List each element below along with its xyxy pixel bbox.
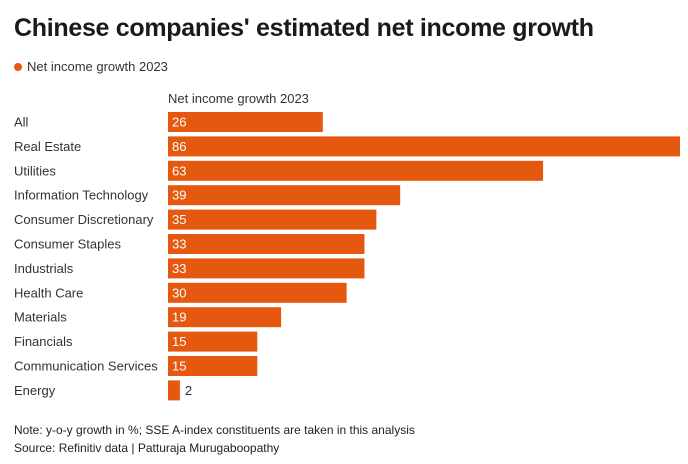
- bar: [168, 185, 401, 206]
- category-label: Consumer Staples: [14, 237, 121, 252]
- value-label: 30: [172, 285, 186, 300]
- value-label: 39: [172, 188, 186, 203]
- value-label: 33: [172, 261, 186, 276]
- category-label: Consumer Discretionary: [14, 212, 154, 227]
- legend-swatch-icon: [14, 62, 22, 71]
- bar: [168, 112, 323, 132]
- legend-label: Net income growth 2023: [27, 59, 168, 74]
- bar: [168, 380, 180, 401]
- bar: [168, 209, 377, 230]
- bar: [168, 356, 258, 376]
- value-label: 33: [172, 237, 186, 252]
- bar: [168, 160, 544, 181]
- value-label: 15: [172, 334, 186, 349]
- category-label: Utilities: [14, 163, 56, 178]
- bar: [168, 307, 282, 328]
- value-label: 2: [185, 383, 192, 398]
- category-label: Information Technology: [14, 188, 149, 203]
- chart-note: Note: y-o-y growth in %; SSE A-index con…: [14, 423, 415, 437]
- category-label: Financials: [14, 334, 73, 349]
- value-label: 86: [172, 139, 186, 154]
- category-label: Communication Services: [14, 359, 158, 374]
- bar: [168, 136, 680, 157]
- value-label: 15: [172, 359, 186, 374]
- category-label: Health Care: [14, 285, 83, 300]
- category-label: All: [14, 115, 29, 130]
- bar: [168, 282, 347, 303]
- category-label: Real Estate: [14, 139, 81, 154]
- value-label: 26: [172, 115, 186, 130]
- column-header: Net income growth 2023: [168, 91, 309, 106]
- category-label: Energy: [14, 383, 56, 398]
- value-label: 35: [172, 212, 186, 227]
- chart-title: Chinese companies' estimated net income …: [14, 14, 594, 42]
- value-label: 63: [172, 163, 186, 178]
- legend: Net income growth 2023: [14, 59, 168, 74]
- category-label: Materials: [14, 310, 67, 325]
- chart-source: Source: Refinitiv data | Patturaja Murug…: [14, 441, 280, 455]
- value-label: 19: [172, 310, 186, 325]
- bar: [168, 234, 365, 254]
- bar: [168, 331, 258, 352]
- bar: [168, 258, 365, 279]
- category-label: Industrials: [14, 261, 74, 276]
- bar-chart: All 26 Real Estate 86 Utilities 63 Information…: [14, 112, 680, 401]
